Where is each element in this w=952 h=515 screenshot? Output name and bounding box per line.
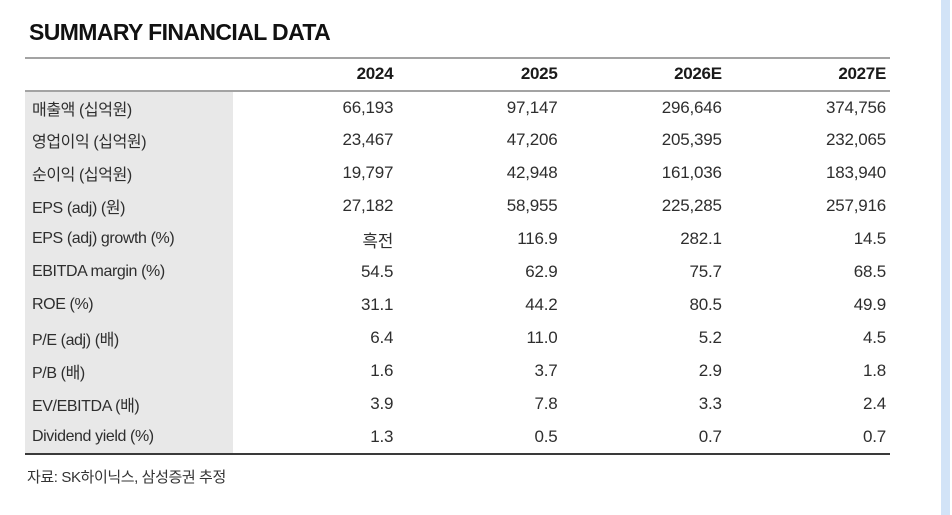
column-header-2024: 2024 [356,64,394,84]
cell-value: 2.9 [698,361,722,381]
cell-value: 54.5 [360,262,394,282]
cell-value: 58,955 [506,196,558,216]
column-header-2026e: 2026E [674,64,722,84]
cell-value: 0.5 [534,426,558,446]
cell-value: 0.7 [698,426,722,446]
cell-value: 2.4 [862,394,886,414]
row-label: 순이익 (십억원) [25,156,233,190]
cell-value: 75.7 [689,262,722,282]
cell-value: 4.5 [862,328,886,348]
table-row: ROE (%) 31.1 44.2 80.5 49.9 [25,288,890,322]
cell-value: 19,797 [342,163,394,183]
cell-value: 42,948 [506,163,558,183]
cell-value: 116.9 [517,229,558,249]
row-label: P/E (adj) (배) [25,321,233,355]
cell-value: 225,285 [661,196,722,216]
cell-value: 1.6 [370,361,394,381]
page-edge-stripe [941,0,950,515]
column-header-2025: 2025 [520,64,558,84]
cell-value: 282.1 [680,229,722,249]
cell-value: 흑전 [362,231,394,251]
cell-value: 183,940 [825,163,886,183]
row-label: 영업이익 (십억원) [25,123,233,157]
cell-value: 49.9 [853,295,886,315]
cell-value: 1.3 [370,426,394,446]
table-row: P/E (adj) (배) 6.4 11.0 5.2 4.5 [25,321,890,355]
cell-value: 14.5 [853,229,886,249]
cell-value: 47,206 [506,130,558,150]
cell-value: 31.1 [360,295,394,315]
table-row: 매출액 (십억원) 66,193 97,147 296,646 374,756 [25,90,890,124]
row-label: 매출액 (십억원) [25,90,233,124]
cell-value: 232,065 [825,130,886,150]
summary-financial-data-section: SUMMARY FINANCIAL DATA 2024 2025 2026E 2027… [25,16,890,487]
cell-value: 27,182 [342,196,394,216]
table-row: 영업이익 (십억원) 23,467 47,206 205,395 232,065 [25,123,890,157]
cell-value: 6.4 [370,328,394,348]
cell-value: 62.9 [525,262,558,282]
cell-value: 11.0 [526,328,558,348]
row-label: EBITDA margin (%) [25,255,233,289]
cell-value: 5.2 [698,328,722,348]
table-corner-cell [25,57,233,91]
cell-value: 161,036 [661,163,722,183]
row-label: P/B (배) [25,354,233,388]
table-row: EPS (adj) growth (%) 흑전 116.9 282.1 14.5 [25,222,890,256]
table-body: 매출액 (십억원) 66,193 97,147 296,646 374,756 영업이익 … [25,90,890,454]
financial-summary-table: 2024 2025 2026E 2027E 매출액 (십억원) 66,193 97,147… [25,57,890,455]
cell-value: 257,916 [825,196,886,216]
table-row: P/B (배) 1.6 3.7 2.9 1.8 [25,354,890,388]
cell-value: 3.3 [698,394,722,414]
table-row: EPS (adj) (원) 27,182 58,955 225,285 257,916 [25,189,890,223]
row-label: EPS (adj) growth (%) [25,222,233,256]
row-label: ROE (%) [25,288,233,322]
table-row: 순이익 (십억원) 19,797 42,948 161,036 183,940 [25,156,890,190]
cell-value: 66,193 [342,97,394,117]
row-label: EV/EBITDA (배) [25,387,233,421]
cell-value: 374,756 [825,97,886,117]
source-note: 자료: SK하이닉스, 삼성증권 추정 [27,468,226,486]
cell-value: 97,147 [506,97,558,117]
table-row: Dividend yield (%) 1.3 0.5 0.7 0.7 [25,420,890,454]
table-row: EBITDA margin (%) 54.5 62.9 75.7 68.5 [25,255,890,289]
cell-value: 3.9 [370,394,394,414]
page-title: SUMMARY FINANCIAL DATA [29,19,331,45]
table-header-row: 2024 2025 2026E 2027E [25,57,890,91]
row-label: EPS (adj) (원) [25,189,233,223]
cell-value: 1.8 [862,361,886,381]
cell-value: 68.5 [853,262,886,282]
cell-value: 80.5 [689,295,722,315]
column-header-2027e: 2027E [838,64,886,84]
row-label: Dividend yield (%) [25,420,233,454]
cell-value: 23,467 [342,130,394,150]
cell-value: 296,646 [661,97,722,117]
table-row: EV/EBITDA (배) 3.9 7.8 3.3 2.4 [25,387,890,421]
cell-value: 205,395 [661,130,722,150]
cell-value: 3.7 [534,361,558,381]
cell-value: 44.2 [525,295,558,315]
cell-value: 0.7 [862,426,886,446]
cell-value: 7.8 [534,394,558,414]
